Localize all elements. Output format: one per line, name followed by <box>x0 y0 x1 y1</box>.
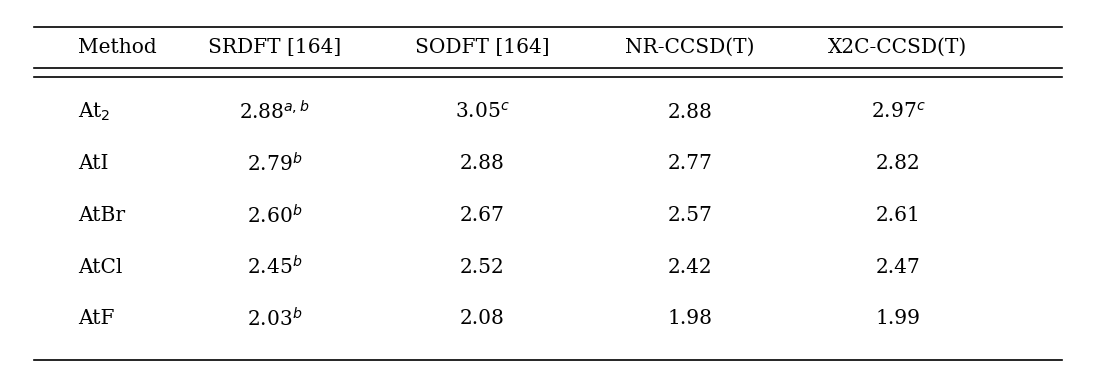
Text: 2.03$^{b}$: 2.03$^{b}$ <box>247 307 302 330</box>
Text: 1.98: 1.98 <box>667 310 712 328</box>
Text: 2.88: 2.88 <box>667 103 712 122</box>
Text: 2.88$^{a,b}$: 2.88$^{a,b}$ <box>240 100 310 124</box>
Text: NR-CCSD(T): NR-CCSD(T) <box>626 38 755 57</box>
Text: 3.05$^{c}$: 3.05$^{c}$ <box>455 102 510 122</box>
Text: AtI: AtI <box>78 154 109 173</box>
Text: 2.42: 2.42 <box>667 258 712 277</box>
Text: 2.77: 2.77 <box>667 154 712 173</box>
Text: SODFT [164]: SODFT [164] <box>415 38 550 57</box>
Text: X2C-CCSD(T): X2C-CCSD(T) <box>829 38 968 57</box>
Text: 2.82: 2.82 <box>876 154 921 173</box>
Text: 2.88: 2.88 <box>460 154 505 173</box>
Text: 2.08: 2.08 <box>460 310 505 328</box>
Text: 2.61: 2.61 <box>876 206 921 225</box>
Text: SRDFT [164]: SRDFT [164] <box>208 38 341 57</box>
Text: 1.99: 1.99 <box>876 310 921 328</box>
Text: 2.67: 2.67 <box>460 206 505 225</box>
Text: 2.45$^{b}$: 2.45$^{b}$ <box>247 256 302 279</box>
Text: Method: Method <box>78 38 157 57</box>
Text: 2.60$^{b}$: 2.60$^{b}$ <box>247 204 302 227</box>
Text: At$_2$: At$_2$ <box>78 101 111 123</box>
Text: 2.57: 2.57 <box>667 206 712 225</box>
Text: AtBr: AtBr <box>78 206 125 225</box>
Text: 2.97$^{c}$: 2.97$^{c}$ <box>870 102 925 122</box>
Text: AtF: AtF <box>78 310 114 328</box>
Text: 2.52: 2.52 <box>460 258 505 277</box>
Text: 2.79$^{b}$: 2.79$^{b}$ <box>247 152 302 176</box>
Text: 2.47: 2.47 <box>876 258 921 277</box>
Text: AtCl: AtCl <box>78 258 123 277</box>
